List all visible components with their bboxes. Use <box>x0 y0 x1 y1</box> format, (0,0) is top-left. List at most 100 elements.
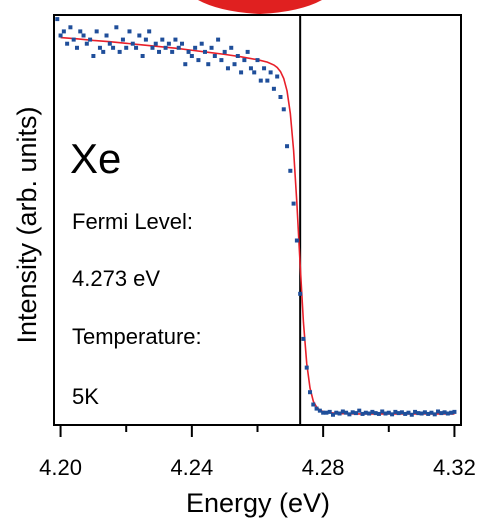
data-point <box>124 45 129 50</box>
data-point <box>81 33 86 38</box>
data-point <box>314 406 319 411</box>
data-point <box>68 25 73 30</box>
data-point <box>61 29 66 34</box>
data-point <box>55 17 60 22</box>
data-point <box>78 29 83 34</box>
data-point <box>186 49 191 54</box>
data-point <box>367 411 372 416</box>
data-point <box>216 37 221 42</box>
data-point <box>262 66 267 71</box>
x-tick-label: 4.28 <box>302 455 345 480</box>
data-point <box>308 390 313 395</box>
data-point <box>452 409 457 414</box>
data-point <box>330 412 335 417</box>
data-point <box>281 107 286 112</box>
data-point <box>311 402 316 407</box>
data-point <box>117 49 122 54</box>
data-point <box>147 29 152 34</box>
data-point <box>120 37 125 42</box>
data-point <box>157 49 162 54</box>
data-point <box>225 66 230 71</box>
data-point <box>196 58 201 63</box>
data-point <box>193 45 198 50</box>
x-tick-label: 4.20 <box>39 455 82 480</box>
data-point <box>212 54 217 58</box>
data-point <box>248 66 253 71</box>
data-point <box>209 45 214 50</box>
data-point <box>422 410 427 415</box>
data-point <box>97 45 102 50</box>
y-axis-title: Intensity (arb. units) <box>12 106 42 343</box>
data-point <box>71 37 76 42</box>
x-axis-title: Energy (eV) <box>186 488 330 518</box>
data-point <box>413 409 418 414</box>
data-point <box>255 58 260 63</box>
data-point <box>449 410 454 415</box>
data-point <box>353 411 358 416</box>
data-point <box>432 412 437 417</box>
data-point <box>127 29 132 34</box>
annotation-temp-value: 5K <box>72 384 99 409</box>
data-point <box>357 408 362 413</box>
data-point <box>327 409 332 414</box>
top-red-band <box>198 0 322 14</box>
data-point <box>321 410 326 415</box>
data-point <box>94 29 99 34</box>
data-point <box>137 33 142 38</box>
data-points-series <box>55 17 457 417</box>
data-point <box>275 74 280 79</box>
data-point <box>140 54 145 58</box>
annotation-fermi-value: 4.273 eV <box>72 266 160 291</box>
data-point <box>88 37 93 42</box>
data-point <box>199 41 204 46</box>
data-point <box>258 78 263 83</box>
data-point <box>101 49 106 54</box>
data-point <box>104 33 109 38</box>
x-tick-labels: 4.20 4.24 4.28 4.32 <box>39 455 476 480</box>
data-point <box>340 409 345 414</box>
data-point <box>334 410 339 415</box>
data-point <box>271 86 276 91</box>
data-point <box>360 411 365 416</box>
data-point <box>380 409 385 414</box>
data-point <box>396 411 401 416</box>
data-point <box>111 45 116 50</box>
data-point <box>189 54 194 58</box>
data-point <box>222 49 227 54</box>
data-point <box>166 41 171 46</box>
data-point <box>386 410 391 415</box>
data-point <box>288 168 293 173</box>
data-point <box>268 70 273 75</box>
data-point <box>114 25 119 30</box>
data-point <box>91 54 96 58</box>
annotation-fermi-label: Fermi Level: <box>72 209 193 234</box>
data-point <box>239 70 244 75</box>
data-point <box>229 45 234 50</box>
data-point <box>235 54 240 58</box>
data-point <box>429 410 434 415</box>
data-point <box>74 45 79 50</box>
data-point <box>442 410 447 415</box>
data-point <box>278 95 283 99</box>
data-point <box>445 411 450 416</box>
data-point <box>130 41 135 46</box>
data-point <box>439 411 444 416</box>
data-point <box>363 410 368 415</box>
data-point <box>232 62 237 67</box>
data-point <box>436 409 441 414</box>
data-point <box>58 33 63 38</box>
data-point <box>350 410 355 415</box>
data-point <box>65 41 70 46</box>
data-point <box>202 49 207 54</box>
data-point <box>317 408 322 413</box>
data-point <box>176 45 181 50</box>
data-point <box>252 70 257 75</box>
data-point <box>170 49 175 54</box>
data-point <box>163 45 168 50</box>
data-point <box>426 411 431 416</box>
data-point <box>373 411 378 416</box>
data-point <box>298 291 303 296</box>
x-axis-ticks <box>59 425 456 437</box>
data-point <box>291 201 296 206</box>
data-point <box>406 410 411 415</box>
